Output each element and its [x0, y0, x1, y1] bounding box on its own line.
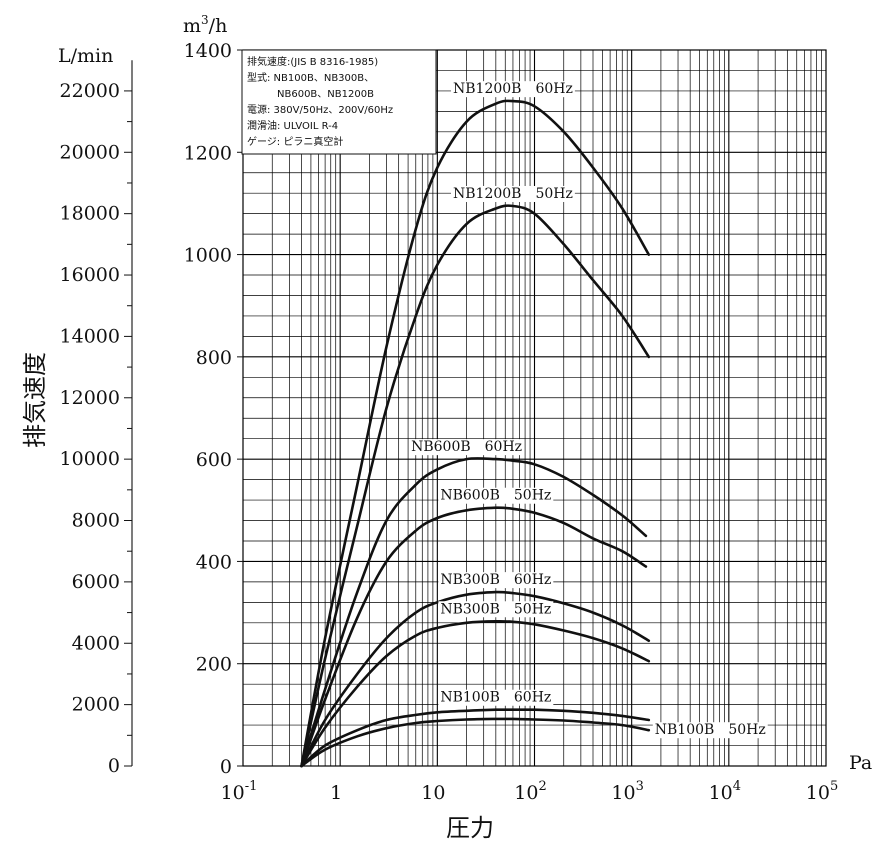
series-lines	[300, 99, 651, 768]
y-tick-label: 600	[196, 449, 232, 471]
y-tick-label: 1000	[184, 245, 232, 267]
x-tick-label: 10-1	[221, 779, 258, 804]
left-unit-label: L/min	[58, 45, 113, 67]
series-label: NB100B 50Hz	[655, 722, 766, 738]
series-line	[300, 99, 651, 768]
legend-line: ゲージ: ピラニ真空計	[247, 135, 343, 148]
x-axis: 10-1 1 10 102 103 104 105	[221, 779, 839, 804]
series-label-bg	[438, 689, 554, 706]
series-label-bg	[652, 722, 768, 739]
series-line	[300, 708, 651, 768]
series-line	[300, 204, 651, 768]
legend-line: 電源: 380V/50Hz、200V/60Hz	[247, 103, 393, 116]
right-unit-label: m3/h	[183, 13, 227, 37]
series-line	[300, 619, 651, 768]
series-label: NB600B 50Hz	[440, 488, 551, 504]
series-label: NB300B 60Hz	[440, 572, 551, 588]
y-tick-label: 800	[196, 347, 232, 369]
x-tick-label: 104	[709, 779, 741, 804]
left-tick-label: 20000	[60, 141, 120, 163]
left-tick-label: 0	[108, 755, 120, 777]
legend-line: 潤滑油: ULVOIL R-4	[247, 119, 338, 132]
y-tick-label: 1400	[184, 40, 232, 62]
left-tick-label: 8000	[72, 510, 120, 532]
left-axis: 0 2000 4000 6000 8000 10000 12000 14000 16000 180…	[60, 60, 133, 777]
y-tick-label: 0	[220, 756, 232, 778]
series-line	[300, 590, 651, 768]
legend-line: 型式: NB100B、NB300B、	[247, 71, 374, 84]
y-tick-label: 1200	[184, 142, 232, 164]
x-tick-label: 103	[611, 779, 643, 804]
left-tick-label: 16000	[60, 264, 120, 286]
x-axis-title: 圧力	[446, 814, 494, 842]
x-tick-label: 105	[806, 779, 838, 804]
x-unit-label: Pa	[849, 752, 872, 774]
legend-line: 排気速度:(JIS B 8316-1985)	[247, 55, 378, 68]
left-tick-label: 10000	[60, 448, 120, 470]
series-line	[300, 457, 648, 768]
left-tick-label: 22000	[60, 80, 120, 102]
left-tick-label: 6000	[72, 571, 120, 593]
x-tick-label: 10	[421, 782, 445, 804]
series-label-bg	[438, 572, 554, 589]
left-tick-label: 4000	[72, 632, 120, 654]
series-labels: NB1200B 60Hz NB1200B 50Hz NB600B 60Hz NB600…	[409, 81, 768, 739]
left-tick-label: 2000	[72, 694, 120, 716]
series-label: NB300B 50Hz	[440, 601, 551, 617]
series-label-bg	[451, 81, 575, 98]
series-line	[300, 506, 648, 768]
left-tick-label: 12000	[60, 387, 120, 409]
series-label-bg	[451, 185, 575, 202]
right-axis: 0 200 400 600 800 1000 1200 1400	[184, 40, 243, 778]
y-tick-label: 200	[196, 654, 232, 676]
series-label-bg	[438, 601, 554, 618]
series-label: NB1200B 60Hz	[453, 81, 573, 97]
left-tick-label: 18000	[60, 203, 120, 225]
series-label-bg	[409, 439, 525, 456]
legend-background	[241, 49, 437, 155]
x-tick-label: 102	[514, 779, 546, 804]
legend-line: NB600B、NB1200B	[247, 89, 374, 100]
left-tick-label: 14000	[60, 325, 120, 347]
series-line	[300, 717, 651, 768]
series-label-bg	[438, 487, 554, 504]
series-label: NB100B 60Hz	[440, 690, 551, 706]
series-label: NB1200B 50Hz	[453, 186, 573, 202]
legend-box: 排気速度:(JIS B 8316-1985) 型式: NB100B、NB300B…	[241, 49, 437, 155]
x-tick-label: 1	[330, 782, 342, 804]
y-tick-label: 400	[196, 551, 232, 573]
y-axis-title: 排気速度	[21, 352, 49, 448]
grid	[242, 49, 827, 767]
series-label: NB600B 60Hz	[411, 439, 522, 455]
